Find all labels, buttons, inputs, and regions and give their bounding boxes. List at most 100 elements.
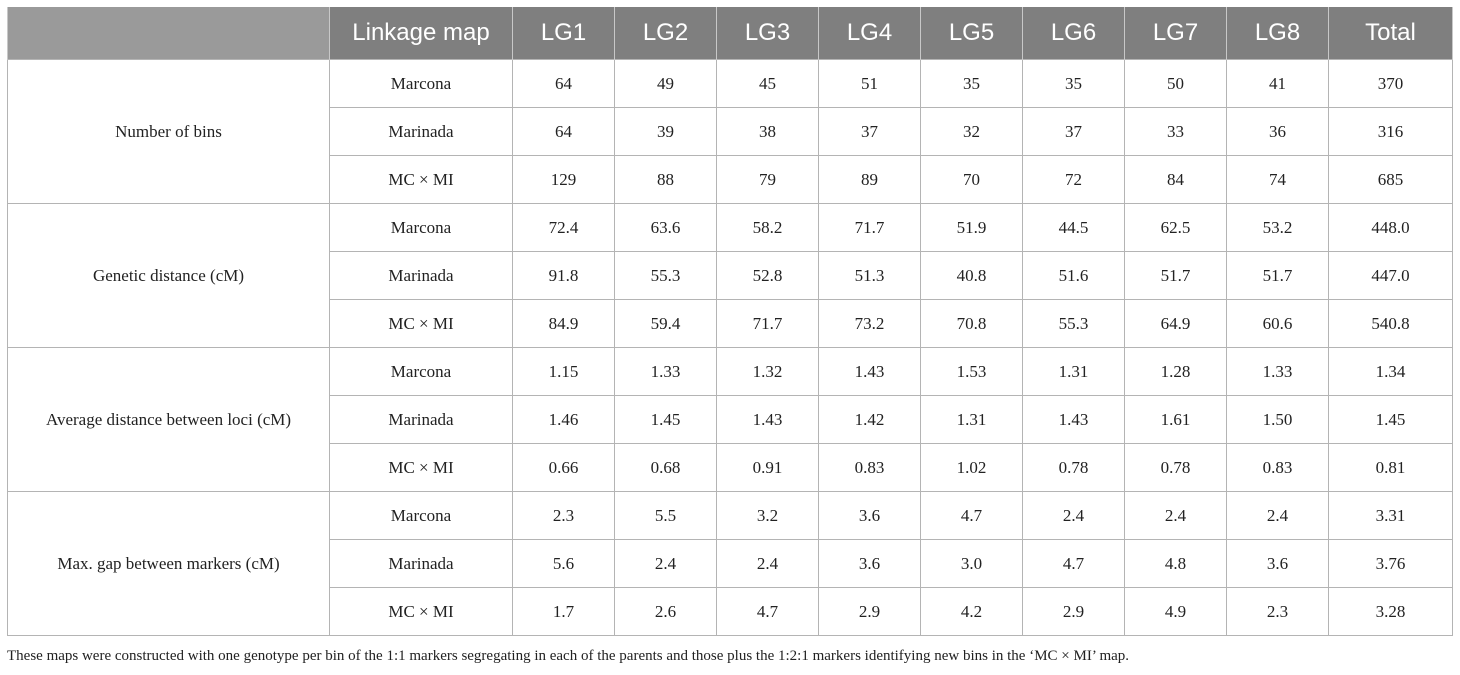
lg-value-cell: 0.83	[818, 443, 921, 492]
lg-value-cell: 2.9	[818, 587, 921, 636]
lg-value-cell: 0.78	[1022, 443, 1125, 492]
lg-value-cell: 64	[512, 107, 615, 156]
lg-value-cell: 62.5	[1124, 203, 1227, 252]
lg-value-cell: 64	[512, 59, 615, 108]
lg-value-cell: 40.8	[920, 251, 1023, 300]
lg-value-cell: 1.46	[512, 395, 615, 444]
table-row: MC × MI 129 88 79 89 70 72 84 74 685	[8, 155, 1453, 204]
lg-value-cell: 4.8	[1124, 539, 1227, 588]
lg-value-cell: 3.0	[920, 539, 1023, 588]
lg-value-cell: 2.4	[716, 539, 819, 588]
lg-value-cell: 74	[1226, 155, 1329, 204]
total-value-cell: 1.34	[1328, 347, 1453, 396]
lg-value-cell: 4.9	[1124, 587, 1227, 636]
linkage-map-name-cell: Marinada	[329, 251, 513, 300]
lg-value-cell: 36	[1226, 107, 1329, 156]
lg-value-cell: 1.43	[716, 395, 819, 444]
lg-value-cell: 1.02	[920, 443, 1023, 492]
lg-value-cell: 49	[614, 59, 717, 108]
linkage-map-name-cell: Marinada	[329, 539, 513, 588]
lg-value-cell: 64.9	[1124, 299, 1227, 348]
lg-value-cell: 84	[1124, 155, 1227, 204]
total-value-cell: 0.81	[1328, 443, 1453, 492]
lg-value-cell: 0.91	[716, 443, 819, 492]
header-lg6: LG6	[1022, 7, 1125, 60]
lg-value-cell: 0.83	[1226, 443, 1329, 492]
table-row: Marinada 5.6 2.4 2.4 3.6 3.0 4.7 4.8 3.6 3.76	[8, 539, 1453, 588]
header-row: Linkage map LG1 LG2 LG3 LG4 LG5 LG6 LG7 …	[7, 7, 1453, 60]
header-corner	[7, 7, 330, 60]
table-row: Marinada 64 39 38 37 32 37 33 36 316	[8, 107, 1453, 156]
linkage-map-name-cell: MC × MI	[329, 587, 513, 636]
lg-value-cell: 72.4	[512, 203, 615, 252]
lg-value-cell: 1.7	[512, 587, 615, 636]
lg-value-cell: 2.9	[1022, 587, 1125, 636]
lg-value-cell: 0.66	[512, 443, 615, 492]
lg-value-cell: 51.7	[1226, 251, 1329, 300]
lg-value-cell: 53.2	[1226, 203, 1329, 252]
lg-value-cell: 4.7	[716, 587, 819, 636]
lg-value-cell: 129	[512, 155, 615, 204]
lg-value-cell: 45	[716, 59, 819, 108]
row-group-label: Number of bins	[7, 59, 330, 204]
lg-value-cell: 5.5	[614, 491, 717, 540]
lg-value-cell: 71.7	[716, 299, 819, 348]
lg-value-cell: 1.50	[1226, 395, 1329, 444]
lg-value-cell: 35	[920, 59, 1023, 108]
lg-value-cell: 51.7	[1124, 251, 1227, 300]
lg-value-cell: 2.3	[512, 491, 615, 540]
lg-value-cell: 2.4	[1124, 491, 1227, 540]
lg-value-cell: 3.6	[818, 491, 921, 540]
total-value-cell: 1.45	[1328, 395, 1453, 444]
header-total: Total	[1328, 7, 1453, 60]
lg-value-cell: 0.78	[1124, 443, 1227, 492]
lg-value-cell: 89	[818, 155, 921, 204]
lg-value-cell: 51.3	[818, 251, 921, 300]
header-lg4: LG4	[818, 7, 921, 60]
lg-value-cell: 2.4	[614, 539, 717, 588]
lg-value-cell: 32	[920, 107, 1023, 156]
lg-value-cell: 73.2	[818, 299, 921, 348]
total-value-cell: 3.76	[1328, 539, 1453, 588]
lg-value-cell: 41	[1226, 59, 1329, 108]
lg-value-cell: 1.32	[716, 347, 819, 396]
lg-value-cell: 1.45	[614, 395, 717, 444]
linkage-map-name-cell: Marcona	[329, 203, 513, 252]
lg-value-cell: 3.2	[716, 491, 819, 540]
table-footnote: These maps were constructed with one gen…	[7, 648, 1130, 664]
lg-value-cell: 4.2	[920, 587, 1023, 636]
lg-value-cell: 1.31	[1022, 347, 1125, 396]
lg-value-cell: 63.6	[614, 203, 717, 252]
header-lg8: LG8	[1226, 7, 1329, 60]
table-row: Average distance between loci (cM) Marcon…	[7, 347, 1453, 492]
header-lg2: LG2	[614, 7, 717, 60]
lg-value-cell: 3.6	[818, 539, 921, 588]
table-row: Max. gap between markers (cM) Marcona 2.3 5…	[7, 491, 1453, 636]
lg-value-cell: 1.53	[920, 347, 1023, 396]
table-row: Marinada 1.46 1.45 1.43 1.42 1.31 1.43 1.61 1.50…	[8, 395, 1453, 444]
lg-value-cell: 1.15	[512, 347, 615, 396]
header-lg5: LG5	[920, 7, 1023, 60]
lg-value-cell: 37	[1022, 107, 1125, 156]
lg-value-cell: 35	[1022, 59, 1125, 108]
lg-value-cell: 38	[716, 107, 819, 156]
lg-value-cell: 70.8	[920, 299, 1023, 348]
header-lg7: LG7	[1124, 7, 1227, 60]
lg-value-cell: 1.43	[1022, 395, 1125, 444]
header-lg1: LG1	[512, 7, 615, 60]
lg-value-cell: 4.7	[920, 491, 1023, 540]
linkage-map-name-cell: Marinada	[329, 395, 513, 444]
lg-value-cell: 51.9	[920, 203, 1023, 252]
row-group-label: Average distance between loci (cM)	[7, 347, 330, 492]
linkage-map-name-cell: Marinada	[329, 107, 513, 156]
lg-value-cell: 1.61	[1124, 395, 1227, 444]
lg-value-cell: 70	[920, 155, 1023, 204]
table-row: Genetic distance (cM) Marcona 72.4 63.6 58.2…	[7, 203, 1453, 348]
linkage-map-name-cell: MC × MI	[329, 443, 513, 492]
linkage-map-name-cell: MC × MI	[329, 155, 513, 204]
row-group-label: Max. gap between markers (cM)	[7, 491, 330, 636]
table-row: MC × MI 0.66 0.68 0.91 0.83 1.02 0.78 0.78 0.83 0…	[8, 443, 1453, 492]
lg-value-cell: 50	[1124, 59, 1227, 108]
lg-value-cell: 55.3	[1022, 299, 1125, 348]
lg-value-cell: 52.8	[716, 251, 819, 300]
